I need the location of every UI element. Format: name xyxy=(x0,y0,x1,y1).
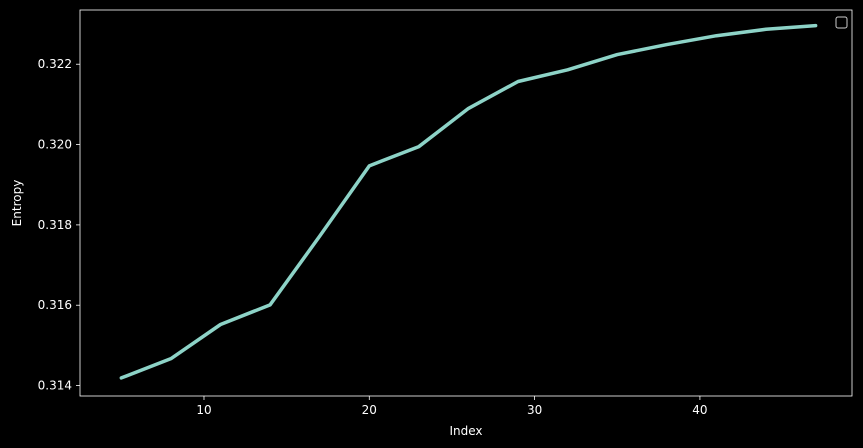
axes-frame xyxy=(79,9,853,397)
x-axis-label: Index xyxy=(449,424,482,438)
plot-area xyxy=(80,10,852,396)
y-tick-label: 0.314 xyxy=(38,379,72,393)
y-tick-label: 0.318 xyxy=(38,218,72,232)
series-layer xyxy=(119,23,818,380)
x-tick-label: 40 xyxy=(692,403,707,417)
x-tick-label: 30 xyxy=(527,403,542,417)
series-line xyxy=(119,23,818,380)
legend xyxy=(835,16,848,29)
y-tick-label: 0.322 xyxy=(38,57,72,71)
y-axis-label: Entropy xyxy=(10,180,24,227)
y-tick-label: 0.320 xyxy=(38,138,72,152)
legend-empty-box xyxy=(835,16,848,29)
x-axis-ticks: 10 20 30 40 xyxy=(196,396,708,417)
x-tick-label: 10 xyxy=(196,403,211,417)
x-tick-label: 20 xyxy=(362,403,377,417)
y-axis-ticks: 0.314 0.316 0.318 0.320 0.322 xyxy=(38,57,80,393)
y-tick-label: 0.316 xyxy=(38,298,72,312)
